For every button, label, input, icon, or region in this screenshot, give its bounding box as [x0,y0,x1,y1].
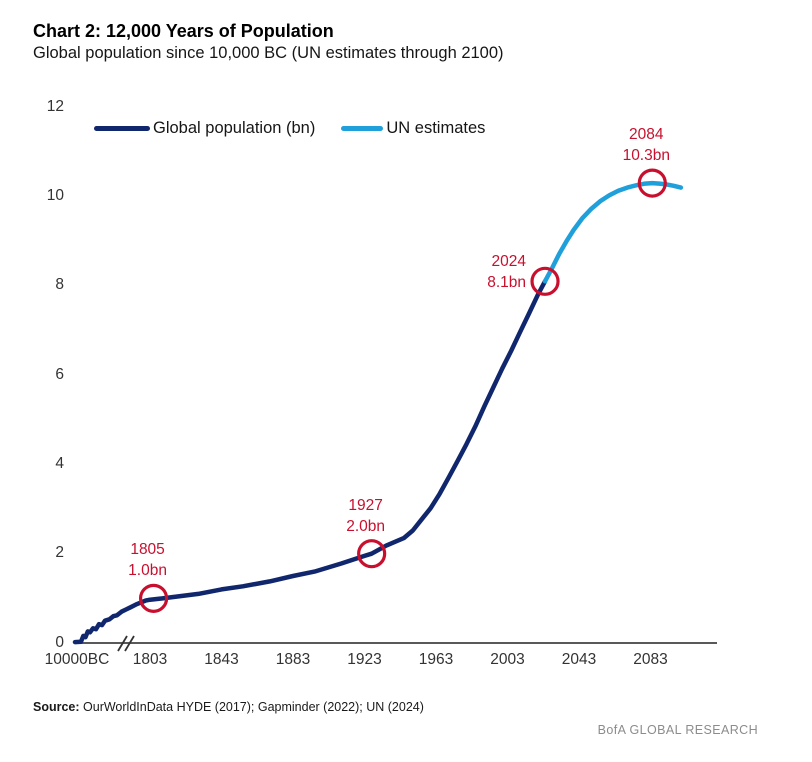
x-tick-label-1843: 1843 [204,651,239,668]
y-tick-label-0: 0 [55,633,64,651]
y-tick-label-10: 10 [46,187,64,204]
axis-break-mark [124,635,135,652]
legend-label: Global population (bn) [153,119,316,137]
legend-label: UN estimates [386,119,486,137]
y-tick-label-8: 8 [55,276,64,294]
chart-title: Chart 2: 12,000 Years of Population [33,21,334,41]
axis-break-mark [117,635,128,652]
source-label: Source: [33,700,80,714]
global-population-line [72,279,548,645]
legend-entry-un-estimates: UN estimates [341,119,485,138]
legend-line-swatch [94,126,150,131]
y-tick-label-4: 4 [55,454,64,472]
x-tick-label-1883: 1883 [275,651,311,668]
marker-circle-1927 [357,539,387,569]
annotation-value: 8.1bn [487,274,527,292]
marker-circle-1805 [138,583,169,613]
x-tick-label-10000BC: 10000BC [44,651,110,668]
legend: Global population (bn) UN estimates [94,119,485,138]
annotation-2084: 2084 10.3bn [623,124,670,166]
x-tick-label-2043: 2043 [561,651,597,668]
x-tick-label-2003: 2003 [490,651,525,668]
bofa-watermark: BofA GLOBAL RESEARCH [597,723,758,737]
annotation-value: 2.0bn [346,517,386,535]
annotation-1927: 1927 2.0bn [346,495,385,537]
legend-line-swatch [341,126,384,131]
y-tick-label-6: 6 [55,365,64,383]
annotation-value: 1.0bn [128,562,167,580]
y-tick-label-12: 12 [46,97,64,115]
annotation-year: 1927 [348,496,383,514]
x-tick-label-2083: 2083 [633,651,668,668]
marker-circle-2024 [530,266,560,296]
x-tick-label-1923: 1923 [347,651,382,668]
un-estimates-line [542,180,684,284]
marker-circle-2084 [637,168,667,198]
annotation-year: 2024 [491,253,527,271]
annotation-2024: 2024 8.1bn [487,251,526,293]
source-note: Source: OurWorldInData HYDE (2017); Gapm… [33,700,424,714]
legend-entry-global-population: Global population (bn) [94,119,315,138]
annotation-year: 1805 [130,541,165,559]
annotation-year: 2084 [629,126,664,144]
x-tick-label-1963: 1963 [418,651,454,668]
chart-subtitle: Global population since 10,000 BC (UN es… [33,44,504,62]
x-tick-label-1803: 1803 [132,651,168,668]
y-tick-label-2: 2 [55,544,64,562]
annotation-value: 10.3bn [622,147,670,165]
source-text: OurWorldInData HYDE (2017); Gapminder (2… [79,700,424,714]
annotation-1805: 1805 1.0bn [128,539,167,581]
